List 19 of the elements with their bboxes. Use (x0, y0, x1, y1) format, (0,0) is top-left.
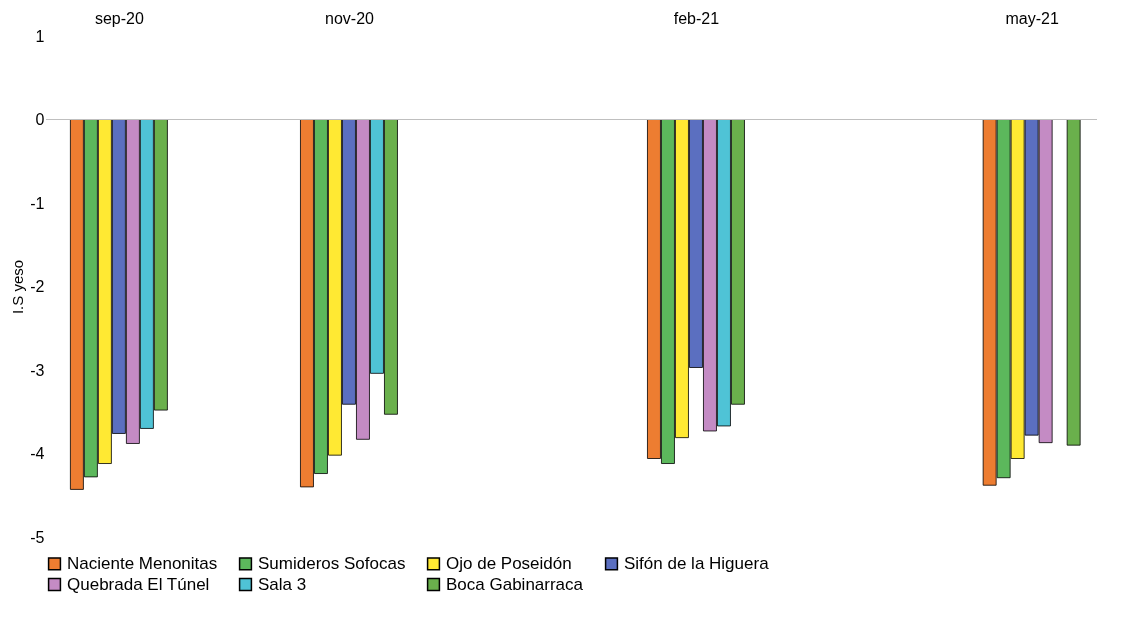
legend-label: Sifón de la Higuera (624, 553, 770, 573)
y-tick-label: -5 (30, 528, 45, 546)
legend-label: Sumideros Sofocas (258, 553, 406, 573)
y-axis-title: I.S yeso (9, 259, 27, 315)
x-tick-label: may-21 (1005, 9, 1059, 27)
y-tick-label: -2 (30, 278, 45, 295)
legend-label: Quebrada El Túnel (67, 574, 210, 594)
y-tick-label: -4 (30, 445, 45, 462)
y-tick-label: 1 (35, 27, 45, 45)
y-tick-label: 0 (35, 111, 45, 128)
x-tick-label: nov-20 (325, 9, 375, 27)
x-tick-label: sep-20 (94, 9, 144, 27)
legend-label: Ojo de Poseidón (446, 553, 572, 573)
legend-label: Naciente Menonitas (67, 553, 218, 573)
y-tick-label: -3 (30, 361, 45, 379)
legend-label: Boca Gabinarraca (446, 574, 584, 594)
y-tick-label: -1 (30, 194, 45, 212)
x-tick-label: feb-21 (673, 9, 720, 27)
legend-label: Sala 3 (258, 574, 307, 594)
